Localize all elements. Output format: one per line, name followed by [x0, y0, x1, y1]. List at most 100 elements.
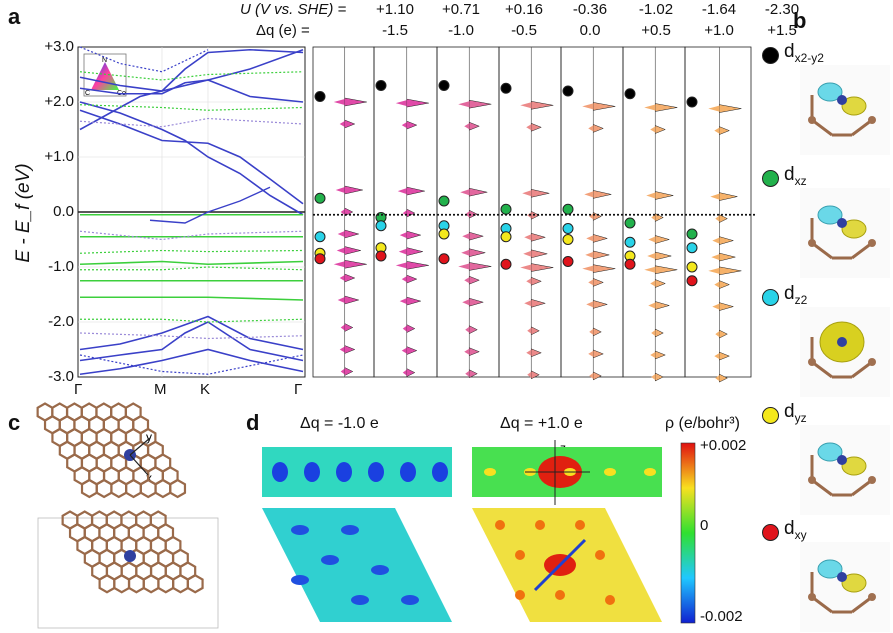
colorbar-min: -0.002 — [700, 608, 743, 625]
pdos-peak — [344, 229, 360, 239]
ytick-2: +1.0 — [44, 148, 74, 165]
band-line — [79, 332, 304, 340]
pdos-peak — [589, 372, 594, 379]
orbital-marker — [438, 253, 450, 265]
orbital-sub: xy — [794, 527, 807, 542]
pdos-peak — [711, 254, 720, 261]
orbital-row: dz2 — [762, 283, 892, 327]
orbital-row: dx2-y2 — [762, 41, 892, 85]
pdos-peak — [402, 325, 407, 332]
pdos-peak — [714, 127, 720, 134]
pdos-peak — [401, 122, 407, 129]
pdos-peak — [399, 232, 407, 239]
band-line — [79, 260, 304, 266]
pdos-peak — [589, 328, 594, 335]
pdos-peak — [651, 214, 656, 221]
header-u-3: -0.36 — [572, 1, 608, 18]
pdos-peak — [719, 351, 730, 361]
pdos-peak — [524, 234, 532, 241]
pdos-peak — [712, 237, 720, 244]
header-dq-0: -1.5 — [382, 22, 408, 39]
pdos-peak — [588, 279, 594, 286]
pdos-peak — [530, 232, 547, 242]
panel-label-b: b — [793, 8, 807, 33]
orbital-marker — [686, 275, 698, 287]
pdos-peak — [465, 326, 470, 333]
header-dq-2: -0.5 — [511, 22, 537, 39]
pdos-peak — [458, 263, 470, 270]
pdos-peak — [339, 275, 345, 281]
pdos-peak — [654, 372, 664, 382]
pdos-peak — [654, 301, 671, 310]
orbital-marker — [375, 80, 387, 91]
pdos-peak — [530, 298, 547, 308]
orbital-sub: xz — [794, 173, 807, 188]
pdos-peak — [719, 302, 735, 311]
orbital-marker — [686, 228, 698, 240]
xtick-0: Γ — [74, 381, 83, 398]
pdos-peak — [462, 233, 470, 240]
panel-d-left-title: Δq = -1.0 e — [300, 415, 379, 432]
orbital-dot — [762, 47, 779, 64]
pdos-peak — [582, 265, 594, 272]
orbital-name: d — [784, 401, 795, 422]
orbital-marker — [314, 253, 326, 265]
pdos-peak — [335, 187, 345, 193]
ytick-4: -1.0 — [48, 258, 74, 275]
band-line — [79, 230, 304, 241]
pdos-peak — [719, 236, 735, 245]
pdos-peak — [654, 191, 674, 200]
orbital-row: dyz — [762, 401, 892, 445]
pdos-columns — [312, 46, 755, 383]
orbital-dot — [762, 170, 779, 187]
orbital-marker — [500, 258, 512, 270]
band-line — [79, 321, 304, 362]
panel-label-d: d — [246, 410, 260, 435]
pdos-peak — [592, 234, 609, 243]
header-u-5: -1.64 — [701, 1, 737, 18]
band-line — [79, 46, 209, 73]
pdos-peak — [399, 298, 407, 305]
pdos-peak — [406, 98, 429, 108]
panel-label-c: c — [8, 410, 21, 435]
pdos-peak — [462, 299, 470, 306]
pdos-peak — [530, 188, 550, 198]
orbital-label: dxy — [784, 518, 807, 542]
pdos-peak — [398, 248, 407, 255]
pdos-peak — [336, 247, 345, 254]
colorbar-title: ρ (e/bohr³) — [665, 415, 740, 432]
orbital-marker — [624, 236, 636, 248]
pdos-peak — [464, 123, 470, 130]
orbital-marker — [686, 261, 698, 273]
pdos-peak — [719, 266, 742, 276]
pdos-peak — [526, 124, 532, 131]
orbital-marker — [500, 82, 512, 94]
u-header-label: U (V vs. SHE) = — [240, 1, 347, 18]
pdos-peak — [650, 126, 656, 133]
pdos-peak — [654, 103, 678, 112]
band-line — [80, 266, 304, 271]
pdos-peak — [719, 104, 742, 113]
xtick-1: M — [154, 381, 167, 398]
pdos-peak — [337, 231, 345, 237]
pdos-column-0 — [312, 46, 375, 378]
pdos-peak — [586, 235, 594, 242]
pdos-column-1 — [373, 46, 438, 378]
pdos-peak — [401, 347, 407, 354]
pdos-peak — [719, 192, 738, 201]
orbital-marker — [686, 96, 698, 108]
pdos-peak — [461, 249, 470, 256]
pdos-peak — [592, 250, 610, 260]
pdos-peak — [344, 273, 356, 283]
pdos-peak — [592, 102, 616, 111]
pdos-peak — [406, 247, 423, 256]
pdos-frame — [436, 46, 500, 378]
pdos-peak — [406, 296, 422, 306]
header-dq-5: +1.0 — [704, 22, 734, 39]
orbital-label: dz2 — [784, 283, 807, 307]
pdos-peak — [395, 100, 407, 107]
header-u-1: +0.71 — [442, 1, 480, 18]
pdos-peak — [592, 371, 602, 381]
pdos-peak — [406, 186, 425, 196]
pdos-peak — [468, 248, 486, 258]
